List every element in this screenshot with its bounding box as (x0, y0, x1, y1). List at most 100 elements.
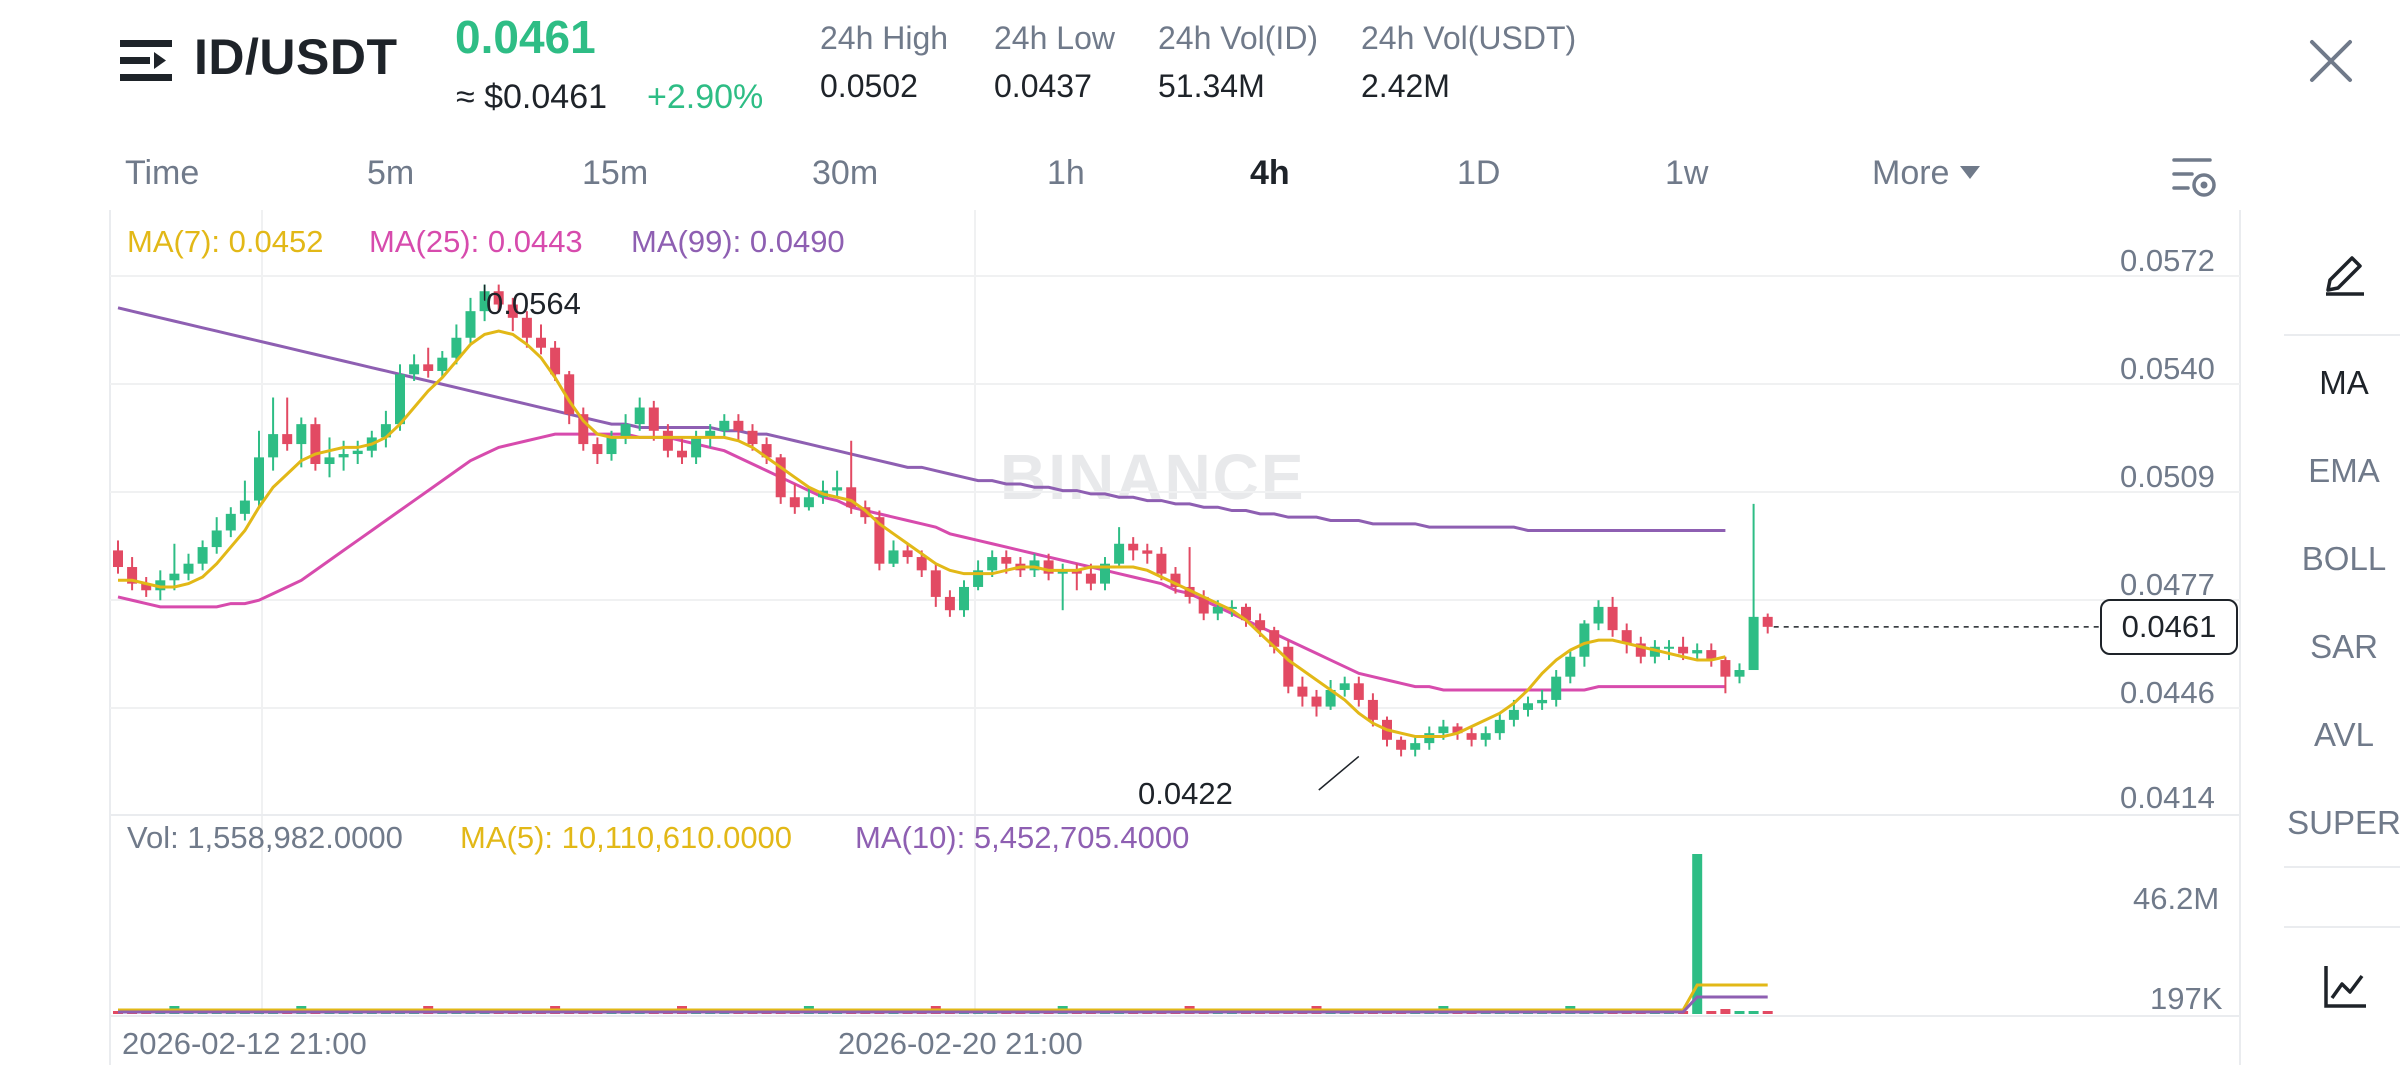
stat-24h-vol-id-label: 24h Vol(ID) (1158, 20, 1319, 56)
candle-body (1523, 703, 1533, 710)
candle-body (874, 517, 885, 564)
price-tick: 0.0477 (2120, 567, 2215, 602)
candle-body (1396, 739, 1407, 750)
last-price: 0.0461 (455, 11, 596, 63)
candle-body (578, 414, 589, 445)
candle-body (592, 444, 603, 455)
candle-body (1508, 709, 1519, 720)
candle-body (1762, 616, 1773, 627)
candle-body (1593, 606, 1604, 624)
candle-body (916, 557, 927, 571)
candle-body (606, 437, 617, 455)
candle-body (183, 563, 194, 574)
chart-icon[interactable] (2322, 962, 2368, 1010)
candle-body (1706, 650, 1717, 661)
current-price-label[interactable]: 0.0461 (2100, 598, 2238, 655)
candle-body (155, 580, 166, 591)
candle-body (1565, 656, 1576, 677)
tab-15m[interactable]: 15m (582, 154, 649, 192)
candle-body (1311, 696, 1322, 707)
candle-body (620, 424, 631, 438)
divider (2284, 866, 2400, 868)
volume-tick: 197K (2150, 981, 2223, 1016)
candle-body (338, 454, 349, 458)
tab-1d[interactable]: 1D (1457, 154, 1501, 192)
candle-body (1339, 683, 1350, 690)
ma25-legend[interactable]: MA(25): 0.0443 (369, 224, 583, 259)
menu-icon[interactable] (120, 38, 172, 84)
volume-bar (1748, 1011, 1759, 1014)
candle-body (1043, 560, 1054, 574)
candle-body (959, 586, 969, 611)
candle-body (507, 304, 518, 318)
tab-time[interactable]: Time (125, 154, 200, 192)
candle-body (1128, 543, 1139, 551)
ma7-legend[interactable]: MA(7): 0.0452 (127, 224, 324, 259)
candle-body (1664, 646, 1674, 649)
candle-body (169, 573, 180, 581)
candle-body (930, 570, 941, 597)
candle-body (564, 374, 575, 415)
candle-body (1057, 570, 1068, 574)
vol-ma5-legend[interactable]: MA(5): 10,110,610.0000 (460, 820, 793, 855)
candle-body (1607, 606, 1618, 631)
close-icon[interactable] (2308, 38, 2354, 84)
candle-body (1367, 699, 1378, 720)
tab-4h[interactable]: 4h (1250, 154, 1290, 192)
volume-bar (1706, 1011, 1717, 1014)
ma99-polyline (117, 306, 1726, 532)
indicator-avl[interactable]: AVL (2314, 716, 2374, 753)
chevron-down-icon[interactable] (1960, 166, 1980, 179)
candle-body (1114, 543, 1125, 564)
indicator-boll[interactable]: BOLL (2301, 540, 2387, 577)
indicator-ema[interactable]: EMA (2308, 452, 2380, 489)
price-tick: 0.0572 (2120, 243, 2215, 278)
candle-body (1551, 676, 1562, 700)
indicator-super[interactable]: SUPER (2287, 804, 2401, 841)
indicator-sar[interactable]: SAR (2310, 628, 2378, 665)
candle-body (944, 596, 955, 611)
volume-legend[interactable]: Vol: 1,558,982.0000 (127, 820, 403, 855)
tab-more[interactable]: More (1872, 154, 1950, 192)
indicator-ma[interactable]: MA (2319, 364, 2369, 401)
ma25-line (117, 432, 1726, 692)
vol-ma10-legend[interactable]: MA(10): 5,452,705.4000 (855, 820, 1190, 855)
candle-body (1142, 550, 1153, 554)
candle-body (634, 407, 645, 425)
candle-body (1466, 733, 1477, 740)
candle-body (1071, 570, 1082, 574)
ma7-line (118, 329, 1726, 738)
candle-body (1353, 683, 1364, 700)
candle-body (1170, 573, 1181, 587)
price-change-percent: +2.90% (647, 78, 764, 116)
candle-body (1635, 643, 1646, 657)
candle-body (987, 557, 998, 571)
candle-body (973, 570, 984, 587)
ma99-legend[interactable]: MA(99): 0.0490 (631, 224, 845, 259)
tab-1h[interactable]: 1h (1047, 154, 1085, 192)
candle-body (465, 311, 476, 338)
candle-body (846, 487, 857, 508)
pair-title[interactable]: ID/USDT (194, 29, 398, 85)
stat-24h-low-label: 24h Low (994, 20, 1115, 56)
date-tick: 2026-02-20 21:00 (838, 1026, 1083, 1061)
candle-body (1720, 660, 1731, 677)
candle-body (902, 550, 913, 558)
divider (2284, 926, 2400, 928)
volume-bars (113, 854, 1773, 1014)
tab-1w[interactable]: 1w (1665, 154, 1709, 192)
candle-body (662, 430, 673, 451)
candle-body (1438, 726, 1449, 734)
candle-body (493, 291, 504, 305)
stat-24h-vol-usdt-value: 2.42M (1361, 68, 1450, 104)
candle-body (1452, 726, 1463, 734)
pencil-icon[interactable] (2322, 248, 2368, 296)
candle-body (803, 497, 814, 508)
chart-settings-icon[interactable] (2170, 152, 2218, 200)
candle-body (239, 500, 250, 514)
candle-body (521, 317, 532, 338)
candle-body (113, 550, 123, 568)
tab-5m[interactable]: 5m (367, 154, 415, 192)
tab-30m[interactable]: 30m (812, 154, 879, 192)
